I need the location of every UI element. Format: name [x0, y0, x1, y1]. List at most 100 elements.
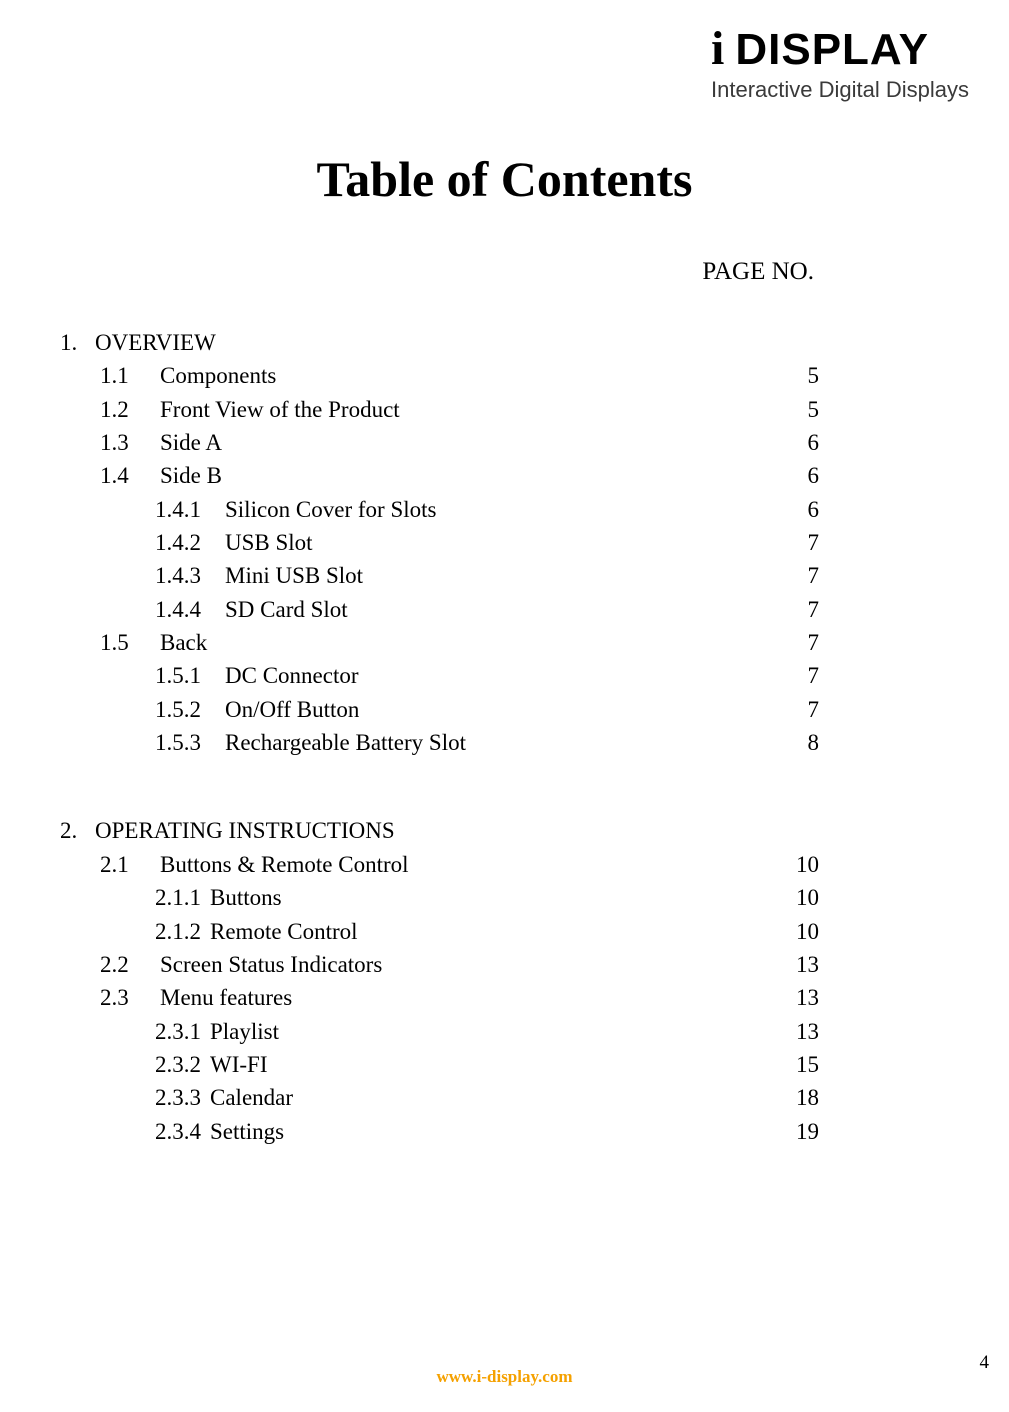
toc-subsection-row: 1.5.2On/Off Button7: [85, 693, 819, 726]
toc-section-title: Side B: [160, 459, 779, 492]
toc-subsection-number: 1.5.2: [85, 693, 225, 726]
toc-section-number: 1.1: [85, 359, 160, 392]
toc-subsection-title: Rechargeable Battery Slot: [225, 726, 779, 759]
page-no-heading: PAGE NO.: [60, 258, 949, 286]
toc-section-page: 13: [779, 981, 819, 1014]
toc-subsection-row: 2.1.2Remote Control10: [85, 915, 819, 948]
toc-subsection-page: 7: [779, 659, 819, 692]
page-title: Table of Contents: [60, 150, 949, 208]
toc-section-page: 5: [779, 359, 819, 392]
toc-section-row: 1.3Side A6: [85, 426, 819, 459]
toc-subsection-title: Remote Control: [210, 915, 779, 948]
toc-subsection-number: 2.3.2: [85, 1048, 210, 1081]
toc-subsection-title: On/Off Button: [225, 693, 779, 726]
toc-section-number: 1.2: [85, 393, 160, 426]
toc-section-number: 2.2: [85, 948, 160, 981]
logo-word-display: DISPLAY: [735, 25, 929, 74]
toc-subsection-number: 1.4.1: [85, 493, 225, 526]
toc-section-row: 2.1Buttons & Remote Control10: [85, 848, 819, 881]
toc-section-number: 1.5: [85, 626, 160, 659]
toc-subsection-title: Mini USB Slot: [225, 559, 779, 592]
toc-subsection-title: Calendar: [210, 1081, 779, 1114]
footer-page-number: 4: [980, 1352, 990, 1374]
toc-subsection-number: 2.3.1: [85, 1015, 210, 1048]
toc-subsection-page: 7: [779, 693, 819, 726]
toc-subsection-number: 2.1.2: [85, 915, 210, 948]
toc-section-number: 1.4: [85, 459, 160, 492]
toc-subsection-title: Silicon Cover for Slots: [225, 493, 779, 526]
toc-subsection-number: 1.5.3: [85, 726, 225, 759]
toc-section-page: 7: [779, 626, 819, 659]
toc-section-row: 1.4Side B6: [85, 459, 819, 492]
toc-section-title: Buttons & Remote Control: [160, 848, 779, 881]
toc-subsection-number: 1.4.2: [85, 526, 225, 559]
toc-section-title: Menu features: [160, 981, 779, 1014]
toc-section-page: 6: [779, 426, 819, 459]
toc-section-page: 10: [779, 848, 819, 881]
toc-subsection-number: 2.3.3: [85, 1081, 210, 1114]
toc-subsection-page: 18: [779, 1081, 819, 1114]
logo-letter-i: i: [711, 25, 725, 73]
toc-chapter-title: OPERATING INSTRUCTIONS: [95, 814, 395, 847]
toc-subsection-title: SD Card Slot: [225, 593, 779, 626]
toc-subsection-page: 7: [779, 559, 819, 592]
toc-section-row: 2.3Menu features13: [85, 981, 819, 1014]
toc-subsection-title: Buttons: [210, 881, 779, 914]
toc-subsection-row: 2.3.3Calendar18: [85, 1081, 819, 1114]
toc-subsection-row: 2.3.1Playlist13: [85, 1015, 819, 1048]
toc-subsection-page: 7: [779, 526, 819, 559]
toc-subsection-row: 1.5.3Rechargeable Battery Slot8: [85, 726, 819, 759]
toc-section-title: Screen Status Indicators: [160, 948, 779, 981]
toc-section-row: 1.1Components5: [85, 359, 819, 392]
toc-subsection-number: 1.4.4: [85, 593, 225, 626]
toc-subsection-number: 2.1.1: [85, 881, 210, 914]
toc-section-row: 1.5Back7: [85, 626, 819, 659]
toc-subsection-number: 1.4.3: [85, 559, 225, 592]
toc-subsection-title: Settings: [210, 1115, 779, 1148]
toc-section-page: 5: [779, 393, 819, 426]
toc-subsection-number: 2.3.4: [85, 1115, 210, 1148]
toc-section-row: 2.2Screen Status Indicators13: [85, 948, 819, 981]
toc-subsection-title: Playlist: [210, 1015, 779, 1048]
toc-subsection-row: 1.4.2USB Slot7: [85, 526, 819, 559]
toc-section-number: 1.3: [85, 426, 160, 459]
toc-subsection-title: WI-FI: [210, 1048, 779, 1081]
toc-subsection-row: 2.1.1Buttons10: [85, 881, 819, 914]
footer-url: www.i-display.com: [0, 1367, 1009, 1387]
toc-section-page: 6: [779, 459, 819, 492]
toc-subsection-page: 13: [779, 1015, 819, 1048]
toc-subsection-page: 6: [779, 493, 819, 526]
toc-subsection-page: 10: [779, 881, 819, 914]
toc-subsection-row: 1.4.3Mini USB Slot7: [85, 559, 819, 592]
toc-section-page: 13: [779, 948, 819, 981]
toc-subsection-page: 15: [779, 1048, 819, 1081]
toc-section-number: 2.3: [85, 981, 160, 1014]
toc-subsection-title: USB Slot: [225, 526, 779, 559]
toc-section-title: Front View of the Product: [160, 393, 779, 426]
table-of-contents: 1.OVERVIEW1.1Components51.2Front View of…: [60, 326, 949, 1148]
toc-chapter-heading: 2.OPERATING INSTRUCTIONS: [60, 814, 819, 847]
toc-subsection-row: 1.4.4SD Card Slot7: [85, 593, 819, 626]
toc-chapter-number: 1.: [60, 326, 95, 359]
toc-section-title: Components: [160, 359, 779, 392]
toc-section-title: Side A: [160, 426, 779, 459]
logo-main: iDISPLAY: [711, 25, 969, 73]
toc-subsection-title: DC Connector: [225, 659, 779, 692]
toc-subsection-row: 1.5.1DC Connector7: [85, 659, 819, 692]
brand-logo: iDISPLAY Interactive Digital Displays: [711, 25, 969, 103]
toc-subsection-row: 1.4.1Silicon Cover for Slots6: [85, 493, 819, 526]
toc-subsection-page: 19: [779, 1115, 819, 1148]
toc-subsection-number: 1.5.1: [85, 659, 225, 692]
toc-subsection-row: 2.3.2WI-FI15: [85, 1048, 819, 1081]
toc-chapter-heading: 1.OVERVIEW: [60, 326, 819, 359]
toc-subsection-page: 7: [779, 593, 819, 626]
toc-chapter-title: OVERVIEW: [95, 326, 216, 359]
toc-subsection-page: 10: [779, 915, 819, 948]
toc-section-number: 2.1: [85, 848, 160, 881]
toc-section-row: 1.2Front View of the Product5: [85, 393, 819, 426]
toc-subsection-row: 2.3.4Settings19: [85, 1115, 819, 1148]
toc-chapter-number: 2.: [60, 814, 95, 847]
logo-subtitle: Interactive Digital Displays: [711, 77, 969, 103]
toc-section-title: Back: [160, 626, 779, 659]
toc-subsection-page: 8: [779, 726, 819, 759]
